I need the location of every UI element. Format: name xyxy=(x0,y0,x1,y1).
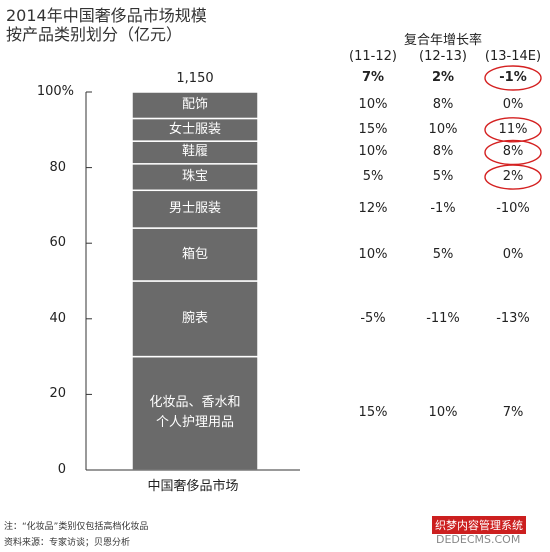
growth-total-0: 7% xyxy=(361,70,385,85)
y-tick-label-100: 100% xyxy=(36,84,74,99)
growth-cell-3-1: -1% xyxy=(430,201,456,217)
growth-cell-4-1: 5% xyxy=(432,169,454,185)
highlight-circles xyxy=(484,65,542,190)
growth-cell-3-2: -10% xyxy=(496,201,530,217)
highlight-circle-total-2 xyxy=(484,65,542,91)
growth-cell-4-0: 5% xyxy=(362,169,384,185)
y-tick-label-80: 80 xyxy=(49,159,66,175)
bar-segment-0 xyxy=(131,355,259,471)
chart-title: 2014年中国奢侈品市场规模 按产品类别划分（亿元） xyxy=(6,6,207,44)
growth-total-2: -1% xyxy=(499,70,527,85)
growth-cell-5-1: 8% xyxy=(432,144,454,160)
growth-cell-6-0: 15% xyxy=(358,121,388,137)
growth-cell-5-2: 8% xyxy=(502,144,524,160)
x-axis-category: 中国奢侈品市场 xyxy=(147,479,239,494)
growth-cell-3-0: 12% xyxy=(358,201,388,217)
footnote-source: 资料来源：专家访谈；贝恩分析 xyxy=(4,538,131,548)
segment-label-5: 鞋履 xyxy=(181,144,208,160)
growth-cell-0-0: 15% xyxy=(358,405,388,421)
segment-label-1: 腕表 xyxy=(181,310,208,326)
growth-cell-0-2: 7% xyxy=(502,405,524,421)
growth-cell-0-1: 10% xyxy=(428,405,458,421)
y-tick-label-60: 60 xyxy=(49,235,66,251)
segment-label-3: 男士服装 xyxy=(168,201,221,217)
segment-label-0: 化妆品、香水和 个人护理用品 xyxy=(149,395,241,431)
watermark-url: DEDECMS.COM xyxy=(436,533,521,546)
growth-cell-2-0: 10% xyxy=(358,246,388,262)
chart-title-line2: 按产品类别划分（亿元） xyxy=(6,25,183,44)
y-tick-label-20: 20 xyxy=(49,386,66,402)
bar-segments xyxy=(131,91,259,471)
bar-segment-4 xyxy=(131,163,259,192)
growth-cell-5-0: 10% xyxy=(358,144,388,160)
growth-cell-6-1: 10% xyxy=(428,121,458,137)
bar-segment-1 xyxy=(131,280,259,358)
growth-cell-1-1: -11% xyxy=(426,310,460,326)
y-tick-label-40: 40 xyxy=(49,310,66,326)
segment-label-7: 配饰 xyxy=(181,97,208,113)
period-2013-2014e: (13-14E) xyxy=(484,49,542,64)
segment-label-2: 箱包 xyxy=(181,246,208,262)
growth-cell-7-1: 8% xyxy=(432,97,454,113)
total-label: 1,150 xyxy=(176,71,214,86)
watermark-title: 织梦内容管理系统 xyxy=(432,516,526,534)
growth-cell-1-2: -13% xyxy=(496,310,530,326)
chart-title-line1: 2014年中国奢侈品市场规模 xyxy=(6,6,207,25)
bar-segment-2 xyxy=(131,227,259,282)
growth-cell-6-2: 11% xyxy=(498,121,528,137)
segment-label-6: 女士服装 xyxy=(168,121,221,137)
cagr-header: 复合年增长率 xyxy=(403,33,482,48)
growth-cell-2-2: 0% xyxy=(502,246,524,262)
growth-cell-7-2: 0% xyxy=(502,97,524,113)
highlight-circle-5-2 xyxy=(484,139,542,166)
y-axis-ticks xyxy=(86,91,92,471)
bar-segment-3 xyxy=(131,189,259,229)
highlight-circle-6-2 xyxy=(484,117,542,143)
growth-cell-1-0: -5% xyxy=(360,310,386,326)
period-2012-2013: (12-13) xyxy=(419,49,467,64)
growth-cell-2-1: 5% xyxy=(432,246,454,262)
segment-label-4: 珠宝 xyxy=(181,169,208,185)
growth-total-1: 2% xyxy=(431,70,455,85)
growth-cell-4-2: 2% xyxy=(502,169,524,185)
y-tick-label-0: 0 xyxy=(57,462,66,477)
footnote-note: 注：“化妆品”类别仅包括高档化妆品 xyxy=(4,522,149,532)
growth-cell-7-0: 10% xyxy=(358,97,388,113)
bar-segment-7 xyxy=(131,91,259,120)
period-2011-2012: (11-12) xyxy=(349,49,397,64)
